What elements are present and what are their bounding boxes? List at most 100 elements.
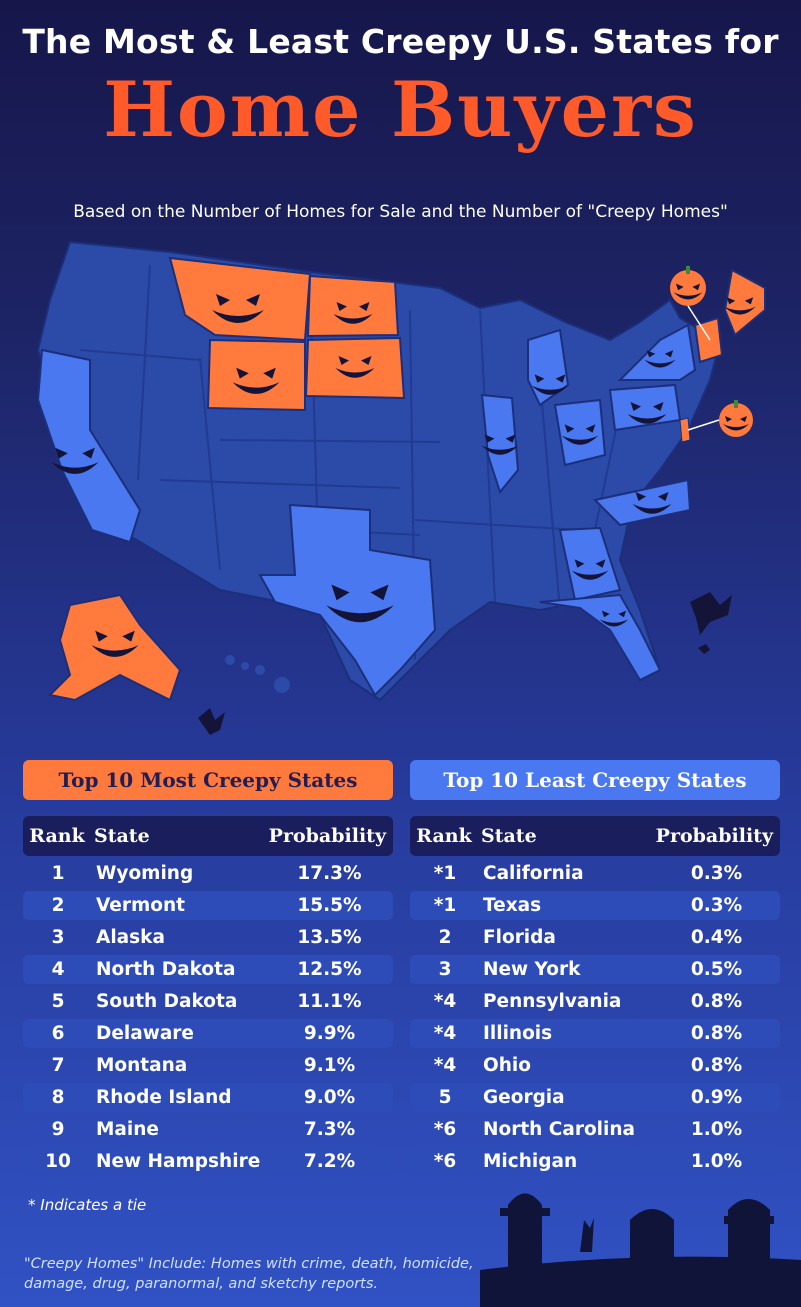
state-south-dakota	[304, 336, 406, 400]
state-cell: Michigan	[483, 1151, 578, 1172]
probability-cell: 0.9%	[690, 1087, 743, 1108]
probability-cell: 9.9%	[303, 1023, 356, 1044]
table-row: *6 Michigan 1.0%	[410, 1147, 780, 1176]
rank-cell: *1	[433, 863, 457, 884]
graveyard-illustration	[480, 1193, 801, 1307]
table-row: 3 New York 0.5%	[410, 955, 780, 984]
state-cell: Georgia	[483, 1087, 565, 1108]
column-probability: Probability	[268, 825, 386, 847]
rank-cell: 10	[45, 1151, 71, 1172]
rank-cell: 1	[51, 863, 65, 884]
state-cell: Florida	[483, 927, 556, 948]
table-row: *4 Ohio 0.8%	[410, 1051, 780, 1080]
rank-cell: 3	[438, 959, 452, 980]
state-cell: Illinois	[483, 1023, 553, 1044]
pumpkin-icon	[670, 266, 753, 437]
state-cell: New York	[483, 959, 581, 980]
probability-cell: 7.2%	[303, 1151, 356, 1172]
state-montana	[168, 256, 312, 342]
state-cell: New Hampshire	[96, 1151, 261, 1172]
state-cell: Texas	[483, 895, 542, 916]
least-creepy-table: Rank State Probability *1 California 0.3% …	[410, 816, 780, 1176]
probability-cell: 0.8%	[690, 1055, 743, 1076]
table-row: 9 Maine 7.3%	[23, 1115, 393, 1144]
probability-cell: 1.0%	[690, 1119, 743, 1140]
state-cell: Pennsylvania	[483, 991, 622, 1012]
most-creepy-table: Rank State Probability 1 Wyoming 17.3% 2 Ve…	[23, 816, 393, 1176]
table-row: 3 Alaska 13.5%	[23, 923, 393, 952]
state-cell: Vermont	[96, 895, 185, 916]
table-row: *4 Illinois 0.8%	[410, 1019, 780, 1048]
tie-footnote: * Indicates a tie	[28, 1196, 147, 1214]
table-row: 4 North Dakota 12.5%	[23, 955, 393, 984]
table-row: *6 North Carolina 1.0%	[410, 1115, 780, 1144]
probability-cell: 0.4%	[690, 927, 743, 948]
table-row: *4 Pennsylvania 0.8%	[410, 987, 780, 1016]
probability-cell: 0.5%	[690, 959, 743, 980]
rank-cell: *1	[433, 895, 457, 916]
column-rank: Rank	[416, 825, 472, 847]
title-line-2: Home Buyers	[103, 65, 698, 154]
probability-cell: 9.1%	[303, 1055, 356, 1076]
rank-cell: *4	[433, 1023, 457, 1044]
state-cell: Wyoming	[96, 863, 194, 884]
state-cell: North Carolina	[483, 1119, 636, 1140]
probability-cell: 1.0%	[690, 1151, 743, 1172]
column-probability: Probability	[655, 825, 773, 847]
rank-cell: 8	[51, 1087, 65, 1108]
table-header: Rank State Probability	[23, 816, 393, 856]
probability-cell: 0.3%	[690, 863, 743, 884]
state-cell: Ohio	[483, 1055, 531, 1076]
state-cell: Rhode Island	[96, 1087, 232, 1108]
state-wyoming	[206, 338, 306, 412]
probability-cell: 13.5%	[297, 927, 362, 948]
rank-cell: 7	[51, 1055, 65, 1076]
table-row: 8 Rhode Island 9.0%	[23, 1083, 393, 1112]
table-row: 10 New Hampshire 7.2%	[23, 1147, 393, 1176]
column-rank: Rank	[29, 825, 85, 847]
creepy-homes-definition: "Creepy Homes" Include: Homes with crime…	[24, 1256, 474, 1293]
rank-cell: 5	[51, 991, 65, 1012]
table-row: 7 Montana 9.1%	[23, 1051, 393, 1080]
state-cell: South Dakota	[96, 991, 238, 1012]
table-row: 2 Florida 0.4%	[410, 923, 780, 952]
state-ohio	[553, 398, 607, 467]
table-row: 1 Wyoming 17.3%	[23, 859, 393, 888]
table-row: 5 South Dakota 11.1%	[23, 987, 393, 1016]
state-cell: Alaska	[96, 927, 165, 948]
state-north-carolina	[592, 478, 692, 527]
probability-cell: 11.1%	[297, 991, 362, 1012]
table-row: *1 Texas 0.3%	[410, 891, 780, 920]
state-florida	[539, 593, 662, 682]
rank-cell: 2	[51, 895, 65, 916]
rank-cell: 4	[51, 959, 65, 980]
bat-icon	[198, 592, 732, 735]
rank-cell: *6	[433, 1119, 457, 1140]
column-state: State	[94, 825, 150, 847]
us-map	[36, 240, 766, 735]
state-alaska	[47, 593, 182, 702]
state-texas	[258, 503, 437, 697]
table-row: 2 Vermont 15.5%	[23, 891, 393, 920]
most-creepy-heading: Top 10 Most Creepy States	[23, 760, 393, 800]
table-header: Rank State Probability	[410, 816, 780, 856]
rank-cell: 3	[51, 927, 65, 948]
probability-cell: 0.3%	[690, 895, 743, 916]
state-north-dakota	[306, 274, 400, 338]
state-vermont-nh	[693, 316, 724, 364]
probability-cell: 7.3%	[303, 1119, 356, 1140]
probability-cell: 12.5%	[297, 959, 362, 980]
table-row: 5 Georgia 0.9%	[410, 1083, 780, 1112]
title-line-1: The Most & Least Creepy U.S. States for	[22, 22, 779, 61]
rank-cell: 6	[51, 1023, 65, 1044]
state-michigan	[527, 328, 570, 407]
probability-cell: 15.5%	[297, 895, 362, 916]
table-row: *1 California 0.3%	[410, 859, 780, 888]
state-cell: Maine	[96, 1119, 159, 1140]
state-delaware	[679, 417, 691, 443]
table-row: 6 Delaware 9.9%	[23, 1019, 393, 1048]
probability-cell: 0.8%	[690, 991, 743, 1012]
state-new-york	[617, 323, 697, 381]
state-illinois	[480, 393, 520, 495]
state-georgia	[558, 526, 622, 602]
